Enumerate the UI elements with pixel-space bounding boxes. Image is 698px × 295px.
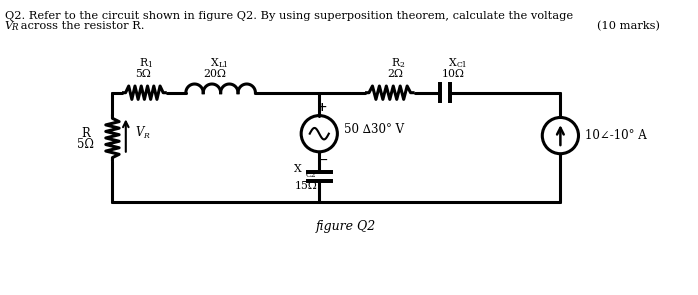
Text: V: V bbox=[5, 21, 13, 31]
Text: 2: 2 bbox=[399, 61, 404, 69]
Text: across the resistor R.: across the resistor R. bbox=[17, 21, 144, 31]
Text: R: R bbox=[11, 23, 18, 32]
Text: L1: L1 bbox=[218, 61, 228, 69]
Text: R: R bbox=[139, 58, 147, 68]
Text: X: X bbox=[211, 58, 218, 68]
Text: 1: 1 bbox=[147, 61, 151, 69]
Text: 5Ω: 5Ω bbox=[135, 69, 151, 79]
Text: 50 ∆30° V: 50 ∆30° V bbox=[344, 123, 404, 136]
Text: 15Ω: 15Ω bbox=[295, 181, 318, 191]
Text: 10Ω: 10Ω bbox=[441, 69, 464, 79]
Text: R: R bbox=[143, 132, 149, 140]
Text: 5Ω: 5Ω bbox=[77, 138, 94, 151]
Text: R: R bbox=[392, 58, 399, 68]
Text: 20Ω: 20Ω bbox=[203, 69, 226, 79]
Text: −: − bbox=[316, 153, 328, 167]
Text: figure Q2: figure Q2 bbox=[315, 220, 376, 233]
Text: (10 marks): (10 marks) bbox=[597, 21, 660, 32]
Text: Q2. Refer to the circuit shown in figure Q2. By using superposition theorem, cal: Q2. Refer to the circuit shown in figure… bbox=[5, 11, 573, 21]
Text: C2: C2 bbox=[306, 171, 317, 179]
Text: 2Ω: 2Ω bbox=[387, 69, 403, 79]
Text: X: X bbox=[295, 164, 302, 174]
Text: 10∠-10° A: 10∠-10° A bbox=[585, 129, 647, 142]
Text: X: X bbox=[449, 58, 456, 68]
Text: +: + bbox=[317, 101, 327, 114]
Text: V: V bbox=[135, 126, 144, 139]
Text: R: R bbox=[82, 127, 90, 140]
Text: C1: C1 bbox=[456, 61, 467, 69]
